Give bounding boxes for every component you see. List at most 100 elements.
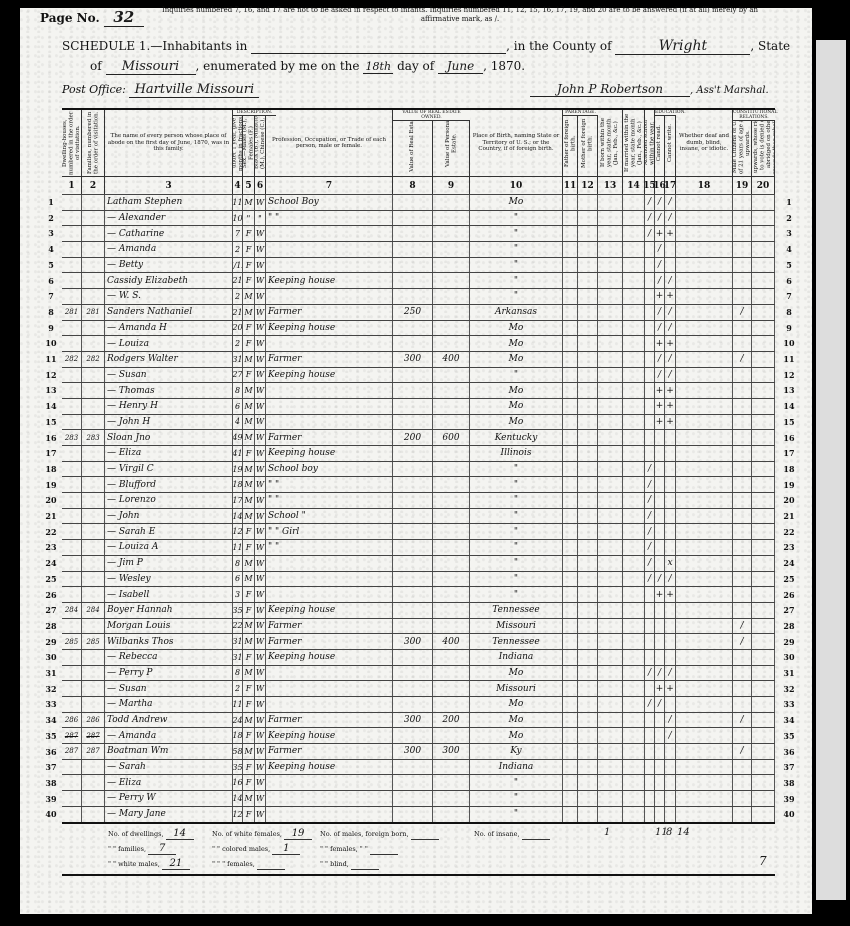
cannot-read: / — [655, 665, 665, 681]
birthplace: " — [470, 555, 563, 571]
real-estate-value — [393, 571, 433, 587]
marshal-signature: John P Robertson — [530, 82, 690, 97]
occupation — [266, 226, 393, 242]
row-number-right: 12 — [783, 369, 795, 380]
male-citizen — [733, 273, 752, 289]
father-foreign — [563, 336, 578, 351]
real-estate-value: 250 — [393, 304, 433, 320]
person-name: — Eliza — [105, 775, 233, 791]
disability — [676, 351, 733, 367]
born-month — [598, 791, 623, 806]
vote-denied — [752, 681, 775, 696]
birthplace: Mo — [470, 665, 563, 681]
sex: F — [243, 257, 255, 273]
sex: F — [243, 806, 255, 822]
vote-denied — [752, 320, 775, 336]
age: 21 — [233, 273, 243, 289]
occupation — [266, 681, 393, 696]
table-row: — Blufford 18 M W " " " / — [62, 476, 775, 493]
family-number: 287 — [82, 744, 105, 759]
occupation — [266, 555, 393, 571]
row-number-right: 36 — [783, 746, 795, 757]
born-month — [598, 226, 623, 242]
column-header-label: Whether deaf and dumb, blind, insane, or… — [678, 133, 729, 153]
mother-foreign — [578, 649, 598, 665]
male-citizen — [733, 289, 752, 304]
row-number-left: 26 — [45, 589, 57, 600]
sex: F — [243, 775, 255, 791]
occupation — [266, 383, 393, 398]
age: 35 — [233, 602, 243, 618]
sex: F — [243, 367, 255, 383]
disability — [676, 226, 733, 242]
disability — [676, 477, 733, 493]
family-number — [82, 697, 105, 712]
column-number-15: 15 — [643, 176, 656, 194]
age: 16 — [233, 775, 243, 791]
occupation: Farmer — [266, 712, 393, 728]
vote-denied — [752, 195, 775, 210]
row-number-left: 19 — [45, 479, 57, 490]
vote-denied — [752, 273, 775, 289]
sex: F — [243, 242, 255, 257]
disability — [676, 744, 733, 759]
group-value: VALUE OF REAL ESTATE OWNED. — [393, 110, 470, 121]
disability — [676, 414, 733, 430]
family-number — [82, 320, 105, 336]
disability — [676, 446, 733, 461]
row-number-right: 30 — [783, 652, 795, 663]
father-foreign — [563, 446, 578, 461]
page-summary: No. of dwellings, 14 " " families, 7 " "… — [62, 821, 775, 874]
married-month — [623, 477, 645, 493]
real-estate-value — [393, 555, 433, 571]
father-foreign — [563, 697, 578, 712]
disability — [676, 383, 733, 398]
row-number-right: 39 — [783, 793, 795, 804]
color: W — [255, 430, 266, 445]
vote-denied — [752, 555, 775, 571]
birthplace: Arkansas — [470, 304, 563, 320]
cannot-write — [665, 257, 676, 273]
born-month — [598, 571, 623, 587]
birthplace: Tennessee — [470, 634, 563, 649]
male-citizen — [733, 477, 752, 493]
adjacent-page-edge — [816, 40, 846, 900]
cannot-read — [655, 649, 665, 665]
color: W — [255, 697, 266, 712]
personal-estate-value — [433, 571, 470, 587]
colored-males-count: 1 — [272, 843, 301, 855]
personal-estate-value: 600 — [433, 430, 470, 445]
born-month — [598, 759, 623, 775]
real-estate-value — [393, 775, 433, 791]
father-foreign — [563, 681, 578, 696]
mother-foreign — [578, 367, 598, 383]
dwellings-count: 14 — [165, 828, 194, 840]
color: W — [255, 571, 266, 587]
cannot-read — [655, 477, 665, 493]
birthplace: Mo — [470, 383, 563, 398]
father-foreign — [563, 791, 578, 806]
married-month — [623, 712, 645, 728]
cannot-read — [655, 634, 665, 649]
real-estate-value — [393, 242, 433, 257]
age: 7 — [233, 226, 243, 242]
disability — [676, 540, 733, 555]
cannot-write: + — [665, 398, 676, 414]
cannot-write: + — [665, 414, 676, 430]
vote-denied — [752, 571, 775, 587]
married-month — [623, 446, 645, 461]
disability — [676, 712, 733, 728]
color: W — [255, 634, 266, 649]
table-row: — Perry W 14 M W " — [62, 790, 775, 806]
mother-foreign — [578, 791, 598, 806]
married-month — [623, 744, 645, 759]
table-row: 282 282 Rodgers Walter 31 M W Farmer 300 400 Mo / /… — [62, 350, 775, 367]
cannot-write — [665, 618, 676, 634]
cannot-read: / — [655, 697, 665, 712]
person-name: Rodgers Walter — [105, 351, 233, 367]
vote-denied — [752, 289, 775, 304]
born-month — [598, 461, 623, 477]
age: 18 — [233, 728, 243, 744]
vote-denied — [752, 775, 775, 791]
father-foreign — [563, 665, 578, 681]
